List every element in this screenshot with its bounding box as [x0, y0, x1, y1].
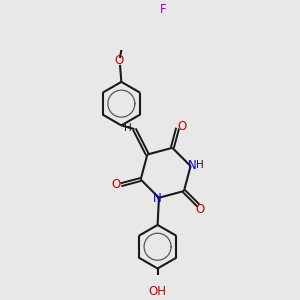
- Text: O: O: [177, 120, 186, 133]
- Text: O: O: [115, 54, 124, 67]
- Text: O: O: [195, 203, 204, 216]
- Text: F: F: [160, 3, 166, 16]
- Text: O: O: [111, 178, 120, 190]
- Text: N: N: [188, 159, 197, 172]
- Text: H: H: [124, 123, 131, 134]
- Text: OH: OH: [148, 285, 166, 298]
- Text: N: N: [153, 192, 162, 205]
- Text: H: H: [196, 160, 203, 170]
